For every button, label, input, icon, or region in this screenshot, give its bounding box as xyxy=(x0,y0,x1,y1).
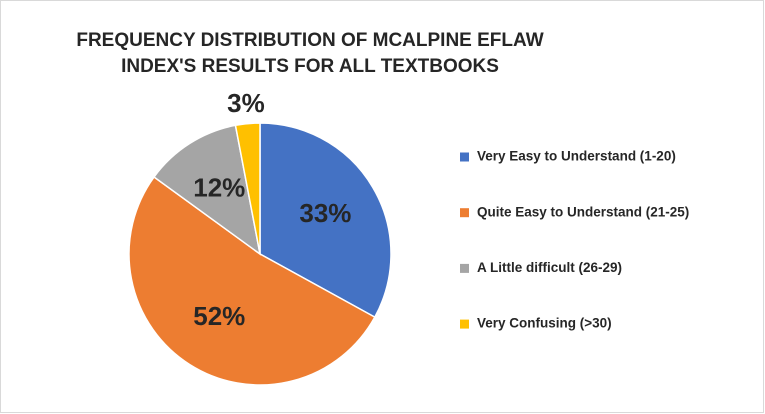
legend-text: Very Confusing (>30) xyxy=(477,316,612,331)
pie-slice xyxy=(152,124,262,256)
legend-text: A Little difficult (26-29) xyxy=(477,260,622,275)
legend-text: Quite Easy to Understand (21-25) xyxy=(477,204,689,219)
slice-label: 12% xyxy=(193,173,245,203)
legend-text: Very Easy to Understand (1-20) xyxy=(477,149,676,164)
slice-label: 52% xyxy=(193,301,245,331)
chart-title: FREQUENCY DISTRIBUTION OF MCALPINE EFLAW… xyxy=(76,30,544,77)
slice-label: 3% xyxy=(227,88,265,118)
pie-slice xyxy=(234,122,261,255)
legend-swatch xyxy=(460,263,469,273)
pie-slice xyxy=(259,122,392,319)
slice-label: 33% xyxy=(299,198,351,228)
legend-swatch xyxy=(460,152,469,162)
legend-swatch xyxy=(460,319,469,329)
legend-swatch xyxy=(460,208,469,218)
pie-slice xyxy=(128,175,376,386)
